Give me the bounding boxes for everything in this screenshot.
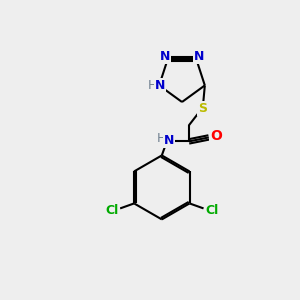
Text: N: N bbox=[160, 50, 170, 63]
Text: N: N bbox=[164, 134, 174, 147]
Text: H: H bbox=[157, 132, 167, 145]
Text: N: N bbox=[155, 79, 165, 92]
Text: N: N bbox=[194, 50, 204, 63]
Text: O: O bbox=[210, 129, 222, 143]
Text: Cl: Cl bbox=[106, 204, 119, 217]
Text: S: S bbox=[198, 102, 207, 115]
Text: H: H bbox=[148, 79, 157, 92]
Text: Cl: Cl bbox=[205, 204, 218, 217]
